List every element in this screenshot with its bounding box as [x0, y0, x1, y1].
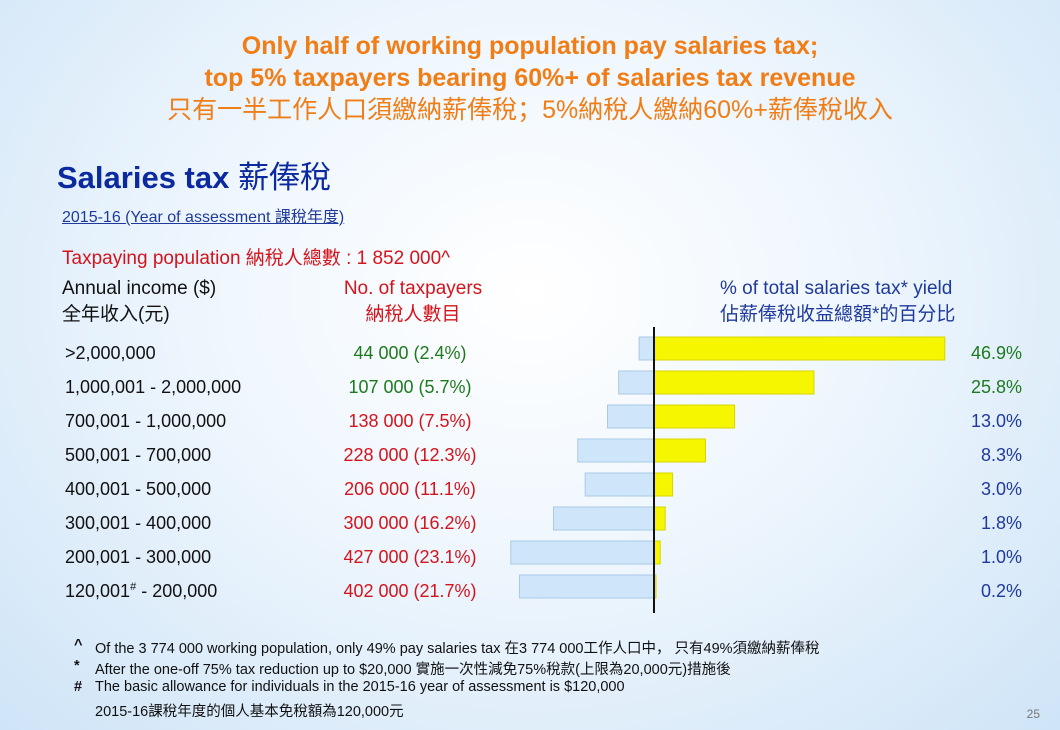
income-band-text: 200,001 - 300,000 [65, 547, 212, 567]
taxpayer-count: 107 000 (5.7%) [348, 377, 472, 397]
income-band-text: 500,001 - 700,000 [65, 445, 212, 465]
taxpayer-share-bar [577, 438, 655, 463]
footnote-text: 2015-16課稅年度的個人基本免稅額為120,000元 [95, 704, 404, 720]
count-header-en: No. of taxpayers [343, 278, 483, 299]
heading-cn: 薪俸稅 [237, 160, 331, 195]
income-band-label: 300,001 - 400,000 [65, 513, 211, 534]
tax-yield-bar [653, 404, 736, 429]
income-band-text: 120,001 [65, 581, 131, 601]
tax-yield-bar [653, 336, 946, 361]
tax-yield-bar [653, 438, 706, 463]
income-band-text: 1,000,001 - 2,000,000 [65, 377, 242, 397]
income-band-label: >2,000,000 [65, 343, 156, 364]
footnote-mark: # [74, 679, 83, 695]
tax-yield-percent: 1.8% [980, 513, 1022, 533]
taxpayer-count: 427 000 (23.1%) [343, 547, 477, 567]
income-band-label: 200,001 - 300,000 [65, 547, 211, 568]
tax-yield-percent: 13.0% [970, 411, 1022, 431]
footnote-text: After the one-off 75% tax reduction up t… [95, 662, 731, 678]
tax-yield-percent: 25.8% [970, 377, 1022, 397]
income-header-en: Annual income ($) [62, 278, 217, 299]
title-line-3: 只有一半工作人口須繳納薪俸稅；5%納稅人繳納60%+薪俸稅收入 [167, 96, 893, 124]
tax-yield-percent: 0.2% [980, 581, 1022, 601]
income-band-label: 700,001 - 1,000,000 [65, 411, 226, 432]
taxpayer-share-bar [510, 540, 655, 565]
tax-yield-percent: 46.9% [970, 343, 1022, 363]
taxpayer-count: 402 000 (21.7%) [343, 581, 477, 601]
title-line-2: top 5% taxpayers bearing 60%+ of salarie… [204, 64, 856, 92]
income-band-text: 700,001 - 1,000,000 [65, 411, 227, 431]
income-band-label: 400,001 - 500,000 [65, 479, 211, 500]
income-column-header: Annual income ($) 全年收入(元) [62, 276, 216, 328]
income-band-label: 500,001 - 700,000 [65, 445, 211, 466]
tax-yield-bar [653, 472, 674, 497]
footnote-text: Of the 3 774 000 working population, onl… [95, 641, 820, 657]
taxpayer-share-bar [584, 472, 655, 497]
taxpayer-count: 138 000 (7.5%) [348, 411, 472, 431]
income-band-label: 120,001# - 200,000 [65, 581, 217, 602]
yield-header-en: % of total salaries tax* yield [720, 278, 953, 299]
count-header-cn: 納稅人數目 [365, 304, 461, 325]
footnote-text: The basic allowance for individuals in t… [95, 679, 625, 695]
taxpayer-count: 228 000 (12.3%) [343, 445, 477, 465]
butterfly-bar-chart [510, 327, 946, 613]
taxpaying-population: Taxpaying population 納稅人總數 : 1 852 000^ [62, 248, 451, 269]
income-band-text: >2,000,000 [65, 343, 156, 363]
income-band-label: 1,000,001 - 2,000,000 [65, 377, 241, 398]
taxpayer-share-bar [553, 506, 655, 531]
income-band-text: 300,001 - 400,000 [65, 513, 212, 533]
income-band-tail: - 200,000 [136, 581, 218, 601]
title-line-1: Only half of working population pay sala… [241, 32, 819, 60]
tax-yield-bar [653, 506, 666, 531]
page-number: 25 [1026, 707, 1040, 721]
income-band-text: 400,001 - 500,000 [65, 479, 212, 499]
income-header-cn: 全年收入(元) [62, 304, 170, 325]
section-heading: Salaries tax 薪俸稅 [57, 152, 331, 197]
heading-en: Salaries tax [57, 160, 230, 195]
tax-yield-bar [653, 370, 815, 395]
taxpayer-share-bar [607, 404, 655, 429]
tax-yield-percent: 1.0% [980, 547, 1022, 567]
taxpayer-count: 206 000 (11.1%) [344, 479, 476, 499]
taxpayer-count: 300 000 (16.2%) [343, 513, 477, 533]
year-of-assessment: 2015-16 (Year of assessment 課稅年度) [62, 209, 345, 226]
income-band-footnote-mark: # [130, 581, 137, 593]
taxpayer-share-bar [618, 370, 655, 395]
footnote-mark: ^ [74, 637, 83, 653]
footnote-mark: * [74, 658, 80, 674]
taxpayer-share-bar [638, 336, 655, 361]
tax-yield-percent: 3.0% [980, 479, 1022, 499]
taxpayer-share-bar [518, 574, 655, 599]
yield-column-header: % of total salaries tax* yield 佔薪俸稅收益總額*… [720, 276, 955, 328]
taxpayer-count: 44 000 (2.4%) [353, 343, 467, 363]
count-column-header: No. of taxpayers 納稅人數目 [333, 276, 493, 328]
yield-header-cn: 佔薪俸稅收益總額*的百分比 [720, 304, 956, 325]
tax-yield-percent: 8.3% [980, 445, 1022, 465]
